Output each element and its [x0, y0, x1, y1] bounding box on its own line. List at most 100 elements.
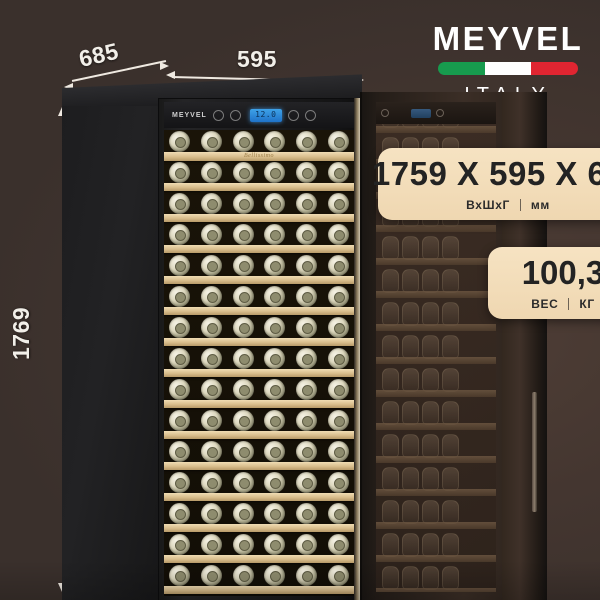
- shelf-row: [164, 378, 354, 409]
- reflection-wine-bottle: [442, 236, 459, 260]
- reflection-shelf-row: [376, 564, 496, 592]
- reflection-shelf: [376, 225, 496, 232]
- wine-bottle: [196, 223, 228, 246]
- wooden-shelf: [164, 369, 354, 377]
- bottle-group: [164, 316, 354, 339]
- reflection-shelf: [376, 555, 496, 562]
- wine-bottle: [196, 378, 228, 401]
- reflection-wine-bottle: [382, 533, 399, 557]
- reflection-bottle-group: [382, 401, 490, 425]
- wine-bottle: [322, 471, 354, 494]
- wooden-shelf: [164, 555, 354, 563]
- wine-bottle: [322, 378, 354, 401]
- reflection-wine-bottle: [422, 500, 439, 524]
- shelf-row: [164, 192, 354, 223]
- wine-bottle: [291, 564, 323, 587]
- reflection-wine-bottle: [442, 269, 459, 293]
- wine-bottle: [227, 161, 259, 184]
- reflection-wine-bottle: [402, 401, 419, 425]
- wooden-shelf: [164, 524, 354, 532]
- wine-bottle: [322, 564, 354, 587]
- temp-down-button[interactable]: [304, 109, 316, 121]
- shelf-row: [164, 502, 354, 533]
- wine-bottle: [259, 254, 291, 277]
- reflection-door-handle: [532, 392, 537, 512]
- reflection-wine-bottle: [382, 269, 399, 293]
- wooden-shelf: [164, 400, 354, 408]
- wine-bottle: [291, 316, 323, 339]
- reflection-bottle-group: [382, 236, 490, 260]
- wine-bottle: [291, 192, 323, 215]
- bottle-group: [164, 502, 354, 525]
- reflection-shelf: [376, 324, 496, 331]
- reflection-wine-bottle: [382, 467, 399, 491]
- wine-cabinet-front: MEYVEL 12.0 Bellissimo: [62, 74, 368, 600]
- bottle-group: [164, 409, 354, 432]
- wine-bottle: [164, 471, 196, 494]
- shelf-row: [164, 223, 354, 254]
- wine-bottle: [291, 533, 323, 556]
- wine-bottle: [259, 316, 291, 339]
- shelf-row: [164, 161, 354, 192]
- reflection-wine-bottle: [422, 566, 439, 590]
- wine-bottle: [164, 533, 196, 556]
- wine-bottle: [196, 347, 228, 370]
- light-button[interactable]: [212, 109, 224, 121]
- reflection-shelf: [376, 357, 496, 364]
- reflection-wine-bottle: [382, 335, 399, 359]
- wine-bottle: [322, 440, 354, 463]
- wine-bottle: [196, 130, 228, 153]
- dimensions-caption-left: ВхШхГ: [466, 197, 510, 212]
- wine-bottle: [259, 378, 291, 401]
- reflection-wine-bottle: [442, 467, 459, 491]
- reflection-wine-bottle: [382, 236, 399, 260]
- wine-bottle: [322, 347, 354, 370]
- temp-up-button[interactable]: [287, 109, 299, 121]
- wine-bottle: [164, 254, 196, 277]
- wooden-shelf: [164, 462, 354, 470]
- reflection-wine-bottle: [382, 500, 399, 524]
- wine-bottle: [322, 502, 354, 525]
- reflection-display: [411, 108, 431, 118]
- italian-flag-icon: [438, 62, 578, 75]
- badge-divider-icon: [519, 198, 521, 211]
- wine-bottle: [227, 254, 259, 277]
- wine-bottle: [291, 440, 323, 463]
- wine-bottle: [322, 130, 354, 153]
- wooden-shelf: [164, 307, 354, 315]
- bottle-group: [164, 347, 354, 370]
- reflection-bottle-group: [382, 302, 490, 326]
- reflection-wine-bottle: [422, 302, 439, 326]
- shelf-row: [164, 564, 354, 595]
- height-dimension-label: 1769: [8, 306, 34, 360]
- wine-bottle: [322, 223, 354, 246]
- wine-bottle: [227, 378, 259, 401]
- cabinet-side-panel: [62, 106, 160, 600]
- wine-bottle: [322, 533, 354, 556]
- wine-bottle: [164, 130, 196, 153]
- reflection-wine-bottle: [402, 236, 419, 260]
- power-button[interactable]: [229, 109, 241, 121]
- wine-bottle: [227, 440, 259, 463]
- weight-caption-right: КГ: [579, 296, 595, 311]
- control-panel-logo: MEYVEL: [172, 111, 207, 119]
- control-panel[interactable]: MEYVEL 12.0: [164, 102, 354, 128]
- bottle-group: [164, 254, 354, 277]
- reflection-shelf-row: [376, 234, 496, 267]
- wine-bottle: [259, 223, 291, 246]
- reflection-shelf-row: [376, 366, 496, 399]
- wooden-shelf: [164, 245, 354, 253]
- wooden-shelf: [164, 338, 354, 346]
- bottle-group: [164, 285, 354, 308]
- wooden-shelf: [164, 493, 354, 501]
- wine-bottle: [196, 316, 228, 339]
- reflection-bottle-group: [382, 467, 490, 491]
- wooden-shelf: [164, 276, 354, 284]
- reflection-shelf: [376, 456, 496, 463]
- reflection-wine-bottle: [442, 533, 459, 557]
- wine-bottle: [322, 409, 354, 432]
- wine-bottle: [259, 502, 291, 525]
- reflection-button-icon: [381, 109, 389, 117]
- reflection-shelf-row: [376, 531, 496, 564]
- wine-bottle: [227, 130, 259, 153]
